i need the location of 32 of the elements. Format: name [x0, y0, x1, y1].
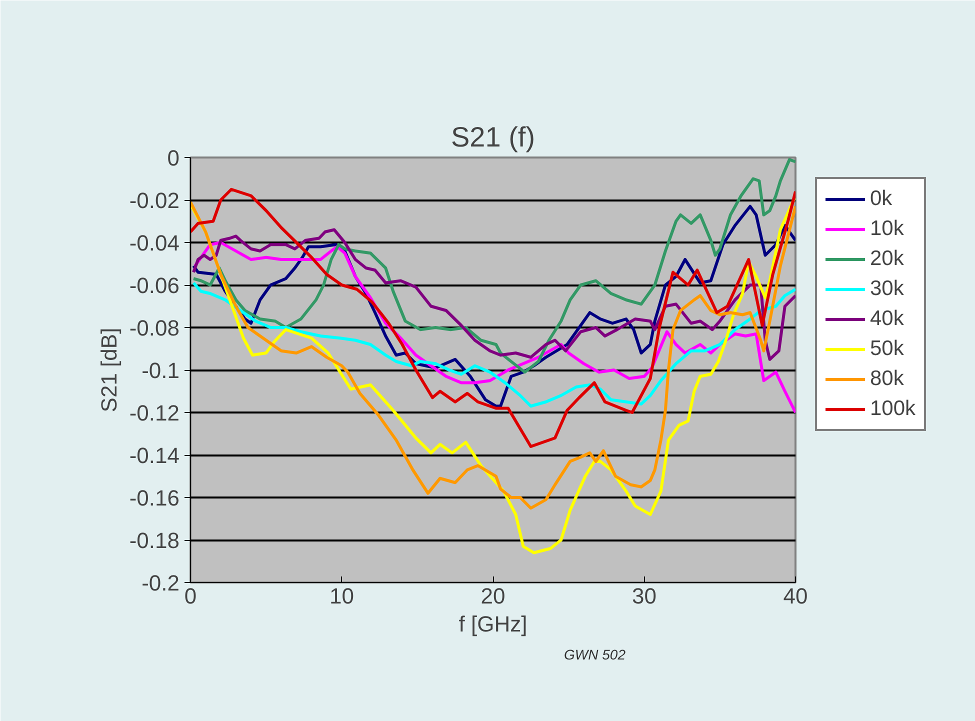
- y-axis-title: S21 [dB]: [96, 328, 122, 412]
- legend-label: 50k: [870, 337, 904, 361]
- x-tick-label: 40: [783, 584, 808, 608]
- x-tick-label: 20: [480, 584, 506, 608]
- y-tick-label: -0.02: [129, 188, 180, 213]
- line-series: [192, 228, 796, 361]
- y-tick-label: -0.1: [142, 358, 180, 383]
- y-tick-label: -0.04: [129, 230, 180, 256]
- chart-title: S21 (f): [450, 122, 536, 152]
- line-series: [192, 281, 796, 408]
- x-tick-label: 30: [632, 584, 656, 608]
- x-tick-label: 10: [330, 584, 354, 608]
- line-series: [190, 188, 796, 448]
- y-tick-label: 0: [167, 146, 180, 170]
- line-series: [192, 158, 796, 374]
- legend-label: 40k: [870, 307, 904, 331]
- y-tick-label: -0.14: [129, 443, 180, 468]
- legend-label: 80k: [870, 367, 904, 391]
- legend-label: 0k: [870, 187, 892, 211]
- y-tick-label: -0.2: [142, 570, 180, 596]
- legend-label: 10k: [870, 217, 904, 241]
- legend-label: 20k: [870, 247, 904, 271]
- y-tick-label: -0.08: [129, 316, 180, 340]
- y-tick-label: -0.18: [129, 528, 180, 553]
- x-tick-label: 0: [184, 584, 197, 608]
- text: GWN 502: [564, 646, 626, 662]
- y-tick-label: -0.06: [129, 273, 180, 298]
- x-axis-title: f [GHz]: [458, 612, 528, 636]
- y-tick-label: -0.12: [129, 400, 180, 426]
- y-tick-label: -0.16: [129, 486, 180, 510]
- legend-label: 100k: [870, 397, 916, 421]
- legend-label: 30k: [870, 277, 904, 301]
